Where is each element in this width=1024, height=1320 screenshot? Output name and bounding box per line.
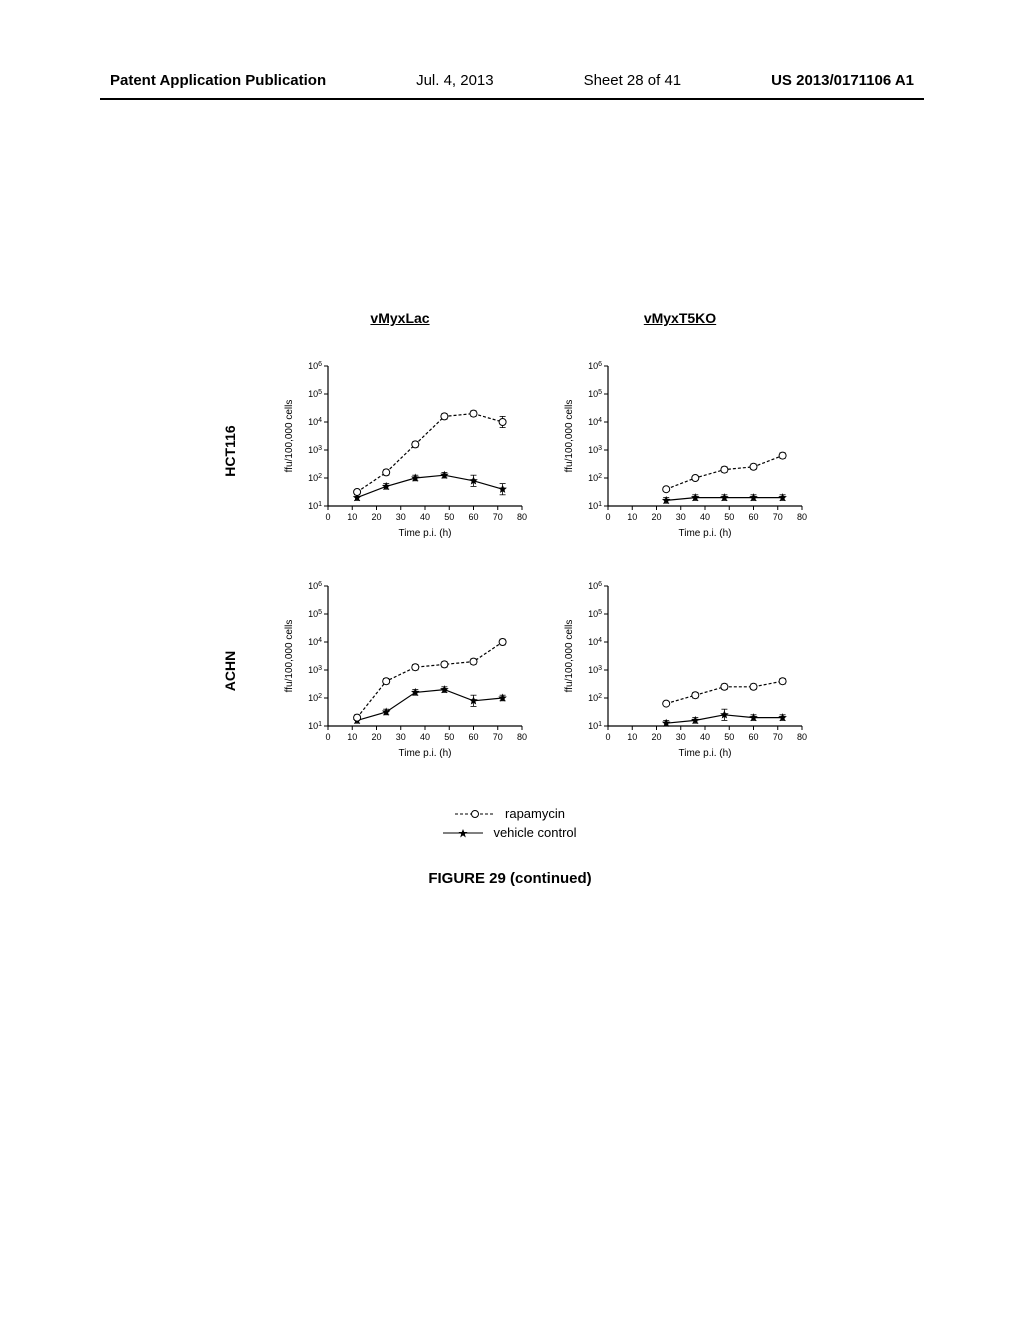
header-sheet: Sheet 28 of 41 bbox=[584, 72, 682, 89]
chart-grid: HCT116 01020304050607080Time p.i. (h)101… bbox=[200, 356, 820, 766]
chart-achn-t5ko: 0 10 20 30 40 50 60 70 80 Time p.i. (h) 101 102 103 1… bbox=[560, 576, 810, 766]
svg-text:0: 0 bbox=[605, 512, 610, 522]
svg-text:103: 103 bbox=[308, 445, 322, 456]
header-docnum: US 2013/0171106 A1 bbox=[771, 72, 914, 89]
svg-text:104: 104 bbox=[588, 637, 602, 648]
chart-achn-lac: 0 10 20 30 40 50 60 70 80 Time p.i. (h) 101 102 103 1… bbox=[280, 576, 530, 766]
header-divider bbox=[100, 98, 924, 100]
legend-item-vehicle: vehicle control bbox=[443, 825, 576, 840]
svg-text:10: 10 bbox=[347, 732, 357, 742]
legend-marker-rapamycin bbox=[455, 807, 495, 821]
legend-label-vehicle: vehicle control bbox=[493, 825, 576, 840]
svg-text:106: 106 bbox=[308, 581, 322, 592]
svg-text:70: 70 bbox=[493, 732, 503, 742]
svg-text:Time p.i. (h): Time p.i. (h) bbox=[679, 748, 732, 759]
svg-text:0: 0 bbox=[605, 732, 610, 742]
svg-text:ffu/100,000 cells: ffu/100,000 cells bbox=[564, 400, 575, 473]
svg-text:10: 10 bbox=[627, 512, 637, 522]
svg-text:70: 70 bbox=[493, 512, 503, 522]
legend-label-rapamycin: rapamycin bbox=[505, 806, 565, 821]
chart-hct116-lac: 0 10 20 30 40 50 60 70 80 Time p.i. (h) 101 102 103 1… bbox=[280, 356, 530, 546]
svg-text:60: 60 bbox=[468, 512, 478, 522]
svg-text:40: 40 bbox=[700, 732, 710, 742]
svg-text:70: 70 bbox=[773, 512, 783, 522]
svg-text:30: 30 bbox=[676, 732, 686, 742]
svg-text:50: 50 bbox=[444, 512, 454, 522]
svg-text:20: 20 bbox=[371, 732, 381, 742]
svg-text:40: 40 bbox=[700, 512, 710, 522]
svg-text:105: 105 bbox=[308, 609, 322, 620]
legend-marker-vehicle bbox=[443, 826, 483, 840]
legend: rapamycin vehicle control bbox=[200, 806, 820, 840]
svg-text:60: 60 bbox=[468, 732, 478, 742]
svg-text:80: 80 bbox=[797, 512, 807, 522]
svg-text:103: 103 bbox=[588, 665, 602, 676]
svg-text:60: 60 bbox=[748, 732, 758, 742]
svg-text:105: 105 bbox=[308, 389, 322, 400]
svg-text:ffu/100,000 cells: ffu/100,000 cells bbox=[284, 400, 295, 473]
chart-hct116-t5ko: 0 10 20 30 40 50 60 70 80 Time p.i. (h) 101 102 103 1… bbox=[560, 356, 810, 546]
svg-text:20: 20 bbox=[651, 512, 661, 522]
col-header-vmyxlac: vMyxLac bbox=[285, 310, 515, 326]
svg-text:101: 101 bbox=[308, 501, 322, 512]
svg-text:80: 80 bbox=[517, 732, 527, 742]
svg-text:101: 101 bbox=[588, 501, 602, 512]
header-date: Jul. 4, 2013 bbox=[416, 72, 494, 89]
column-headers: vMyxLac vMyxT5KO bbox=[200, 310, 820, 326]
page-header: Patent Application Publication Jul. 4, 2… bbox=[0, 72, 1024, 89]
svg-text:50: 50 bbox=[724, 512, 734, 522]
svg-text:50: 50 bbox=[724, 732, 734, 742]
svg-text:104: 104 bbox=[588, 417, 602, 428]
svg-text:106: 106 bbox=[588, 581, 602, 592]
figure-caption: FIGURE 29 (continued) bbox=[200, 870, 820, 887]
svg-text:20: 20 bbox=[371, 512, 381, 522]
svg-text:Time p.i. (h): Time p.i. (h) bbox=[399, 748, 452, 759]
svg-text:ffu/100,000 cells: ffu/100,000 cells bbox=[564, 620, 575, 693]
svg-text:105: 105 bbox=[588, 609, 602, 620]
svg-text:30: 30 bbox=[396, 732, 406, 742]
svg-text:102: 102 bbox=[308, 473, 322, 484]
svg-text:20: 20 bbox=[651, 732, 661, 742]
svg-text:101: 101 bbox=[588, 721, 602, 732]
svg-text:Time p.i. (h): Time p.i. (h) bbox=[679, 528, 732, 539]
svg-text:106: 106 bbox=[588, 361, 602, 372]
header-pub: Patent Application Publication bbox=[110, 72, 326, 89]
svg-text:103: 103 bbox=[308, 665, 322, 676]
svg-text:30: 30 bbox=[396, 512, 406, 522]
svg-text:105: 105 bbox=[588, 389, 602, 400]
svg-text:104: 104 bbox=[308, 417, 322, 428]
svg-text:40: 40 bbox=[420, 732, 430, 742]
col-header-vmyxt5ko: vMyxT5KO bbox=[565, 310, 795, 326]
svg-text:102: 102 bbox=[308, 693, 322, 704]
svg-text:70: 70 bbox=[773, 732, 783, 742]
svg-text:60: 60 bbox=[748, 512, 758, 522]
svg-text:50: 50 bbox=[444, 732, 454, 742]
svg-text:0: 0 bbox=[325, 732, 330, 742]
svg-text:40: 40 bbox=[420, 512, 430, 522]
svg-text:0: 0 bbox=[325, 512, 330, 522]
svg-text:102: 102 bbox=[588, 693, 602, 704]
svg-text:104: 104 bbox=[308, 637, 322, 648]
figure-region: vMyxLac vMyxT5KO HCT116 0102030405060708… bbox=[200, 310, 820, 887]
svg-text:30: 30 bbox=[676, 512, 686, 522]
svg-text:80: 80 bbox=[517, 512, 527, 522]
svg-text:10: 10 bbox=[627, 732, 637, 742]
svg-text:Time p.i. (h): Time p.i. (h) bbox=[399, 528, 452, 539]
svg-text:103: 103 bbox=[588, 445, 602, 456]
svg-text:ffu/100,000 cells: ffu/100,000 cells bbox=[284, 620, 295, 693]
svg-text:10: 10 bbox=[347, 512, 357, 522]
legend-item-rapamycin: rapamycin bbox=[455, 806, 565, 821]
svg-text:101: 101 bbox=[308, 721, 322, 732]
svg-text:80: 80 bbox=[797, 732, 807, 742]
svg-text:102: 102 bbox=[588, 473, 602, 484]
svg-text:106: 106 bbox=[308, 361, 322, 372]
